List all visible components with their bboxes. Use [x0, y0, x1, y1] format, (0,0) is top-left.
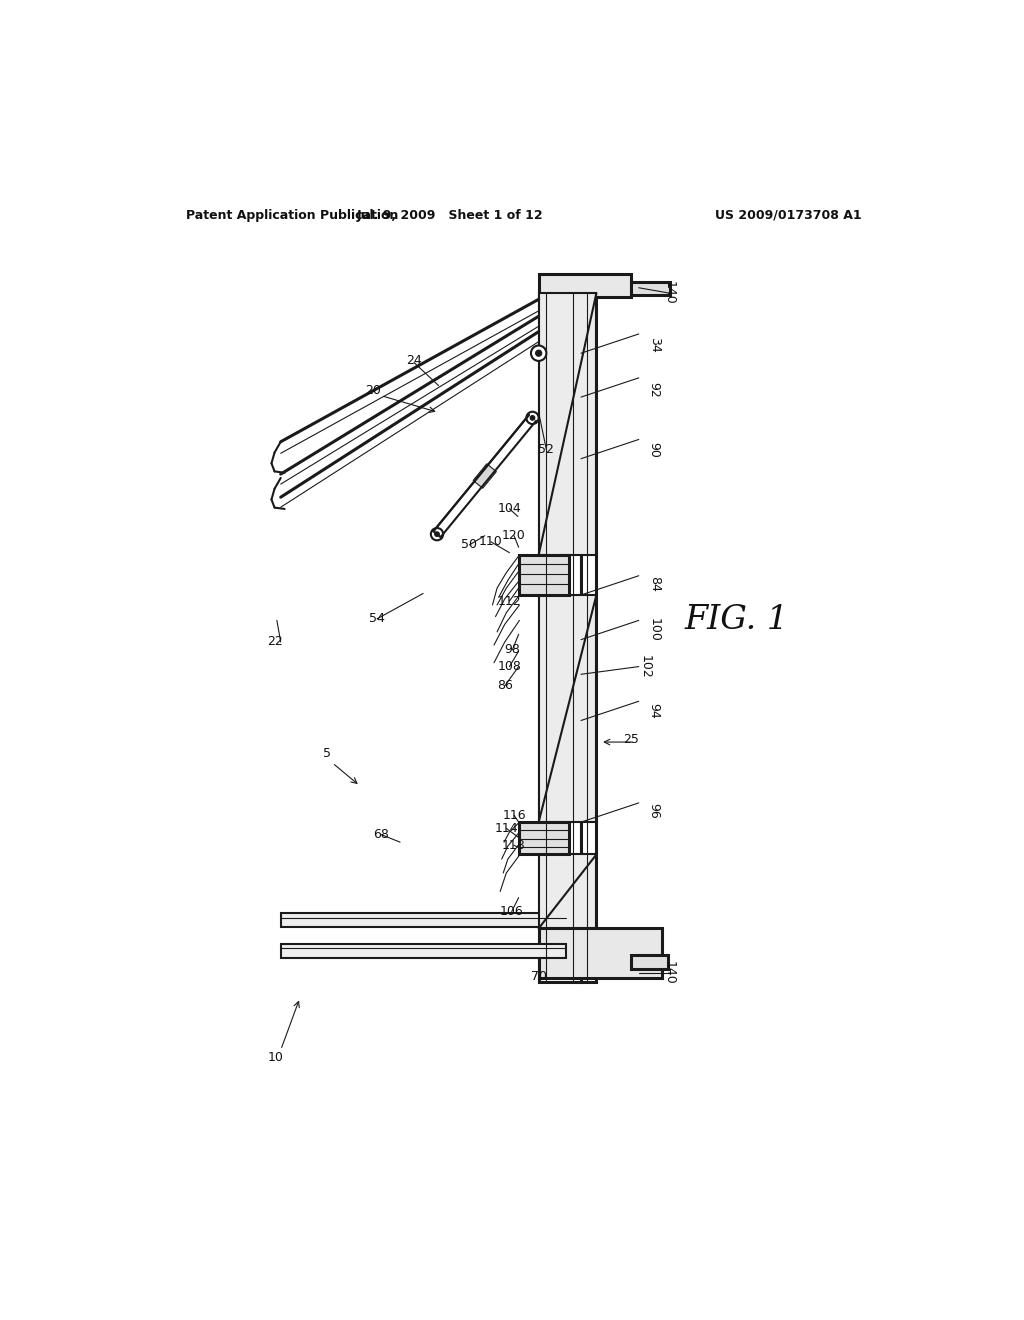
Text: 96: 96: [647, 804, 660, 820]
Text: FIG. 1: FIG. 1: [685, 605, 790, 636]
Bar: [539, 928, 662, 978]
Bar: [631, 956, 668, 969]
Text: 140: 140: [664, 281, 676, 305]
Text: 10: 10: [267, 1051, 284, 1064]
Bar: [519, 554, 569, 595]
Text: 25: 25: [624, 733, 639, 746]
Bar: [581, 293, 596, 982]
Circle shape: [536, 350, 542, 356]
Text: 108: 108: [498, 660, 521, 673]
Text: 112: 112: [498, 594, 521, 607]
Text: 54: 54: [369, 612, 385, 626]
Circle shape: [531, 346, 547, 360]
Text: 116: 116: [502, 809, 526, 822]
Text: 5: 5: [323, 747, 331, 760]
Text: US 2009/0173708 A1: US 2009/0173708 A1: [716, 209, 862, 222]
Text: 52: 52: [539, 444, 554, 455]
Text: 106: 106: [500, 906, 523, 917]
Text: 22: 22: [267, 635, 284, 648]
Text: 98: 98: [505, 643, 520, 656]
Text: 34: 34: [647, 337, 660, 352]
Polygon shape: [539, 854, 596, 928]
Text: 86: 86: [497, 680, 513, 693]
Text: 84: 84: [647, 576, 660, 591]
Circle shape: [530, 416, 535, 420]
Text: 50: 50: [462, 539, 477, 552]
Text: 68: 68: [373, 828, 389, 841]
Text: 20: 20: [366, 384, 381, 397]
Circle shape: [431, 528, 443, 540]
Bar: [539, 293, 581, 982]
Text: 70: 70: [530, 970, 547, 982]
Polygon shape: [539, 293, 596, 554]
Polygon shape: [539, 595, 596, 822]
Text: Patent Application Publication: Patent Application Publication: [186, 209, 398, 222]
Text: 118: 118: [502, 838, 526, 851]
Text: 104: 104: [498, 502, 521, 515]
Bar: [519, 822, 569, 854]
Text: 110: 110: [479, 536, 503, 548]
Bar: [281, 913, 565, 927]
Polygon shape: [473, 463, 497, 488]
Text: 120: 120: [502, 529, 526, 543]
Bar: [539, 275, 631, 297]
Text: 92: 92: [647, 381, 660, 397]
Text: 102: 102: [638, 655, 651, 678]
Bar: [631, 281, 670, 296]
Text: Jul. 9, 2009   Sheet 1 of 12: Jul. 9, 2009 Sheet 1 of 12: [356, 209, 544, 222]
Text: 114: 114: [495, 822, 518, 834]
Bar: [281, 944, 565, 958]
Text: 100: 100: [647, 618, 660, 642]
Text: 94: 94: [647, 704, 660, 719]
Text: 24: 24: [407, 354, 422, 367]
Text: 90: 90: [647, 441, 660, 458]
Text: 140: 140: [664, 961, 676, 985]
Circle shape: [526, 412, 539, 424]
Circle shape: [435, 532, 439, 536]
